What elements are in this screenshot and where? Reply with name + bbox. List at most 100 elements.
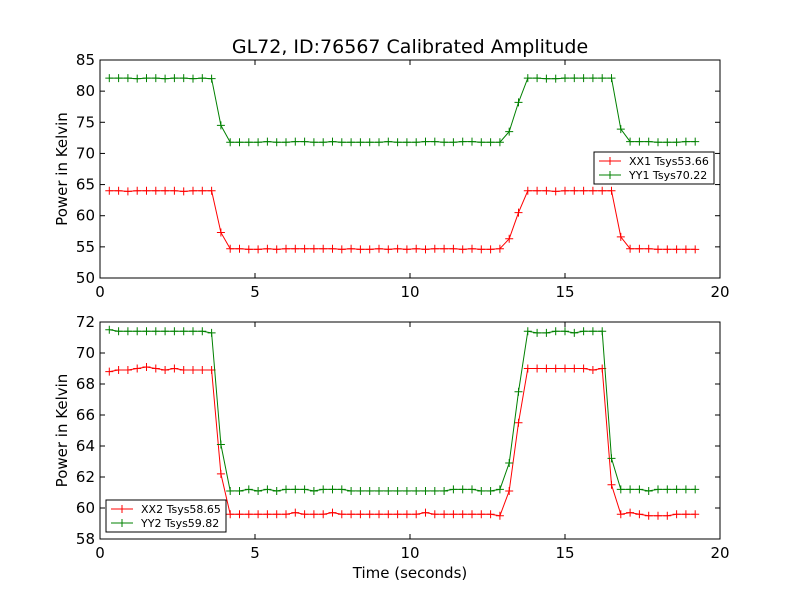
data-point bbox=[514, 418, 523, 427]
data-point bbox=[328, 485, 337, 494]
data-point bbox=[672, 138, 681, 147]
data-point bbox=[635, 244, 644, 253]
data-point bbox=[402, 138, 411, 147]
legend-marker bbox=[606, 157, 614, 165]
y-tick-label: 64 bbox=[76, 437, 95, 455]
subplot-1: 0 5 10 15 20 50 55 60 65 70 75 80 85 Power in Kelvin X… bbox=[53, 51, 730, 301]
y-axis-label: Power in Kelvin bbox=[53, 374, 71, 488]
data-point bbox=[319, 138, 328, 147]
data-point bbox=[551, 327, 560, 336]
data-point bbox=[607, 74, 616, 83]
data-point bbox=[272, 245, 281, 254]
data-point bbox=[681, 137, 690, 146]
data-point bbox=[477, 245, 486, 254]
data-point bbox=[356, 486, 365, 495]
data-point bbox=[449, 138, 458, 147]
data-point bbox=[458, 510, 467, 519]
data-point bbox=[347, 138, 356, 147]
data-point bbox=[198, 366, 207, 375]
data-point bbox=[533, 186, 542, 195]
y-tick-label: 70 bbox=[76, 344, 95, 362]
data-point bbox=[170, 327, 179, 336]
data-point bbox=[402, 486, 411, 495]
data-point bbox=[328, 137, 337, 146]
data-point bbox=[319, 510, 328, 519]
data-point bbox=[691, 245, 700, 254]
data-point bbox=[579, 74, 588, 83]
data-point bbox=[468, 485, 476, 494]
data-point bbox=[263, 244, 272, 253]
data-point bbox=[495, 485, 504, 494]
data-point bbox=[691, 510, 700, 519]
data-point bbox=[644, 137, 653, 146]
data-point bbox=[626, 485, 635, 494]
data-point bbox=[626, 508, 635, 517]
data-point bbox=[449, 244, 458, 253]
data-point bbox=[607, 454, 616, 463]
data-point bbox=[105, 186, 114, 195]
data-point bbox=[272, 138, 281, 147]
data-point bbox=[300, 485, 309, 494]
data-point bbox=[282, 510, 290, 519]
data-point bbox=[235, 138, 244, 147]
x-tick-label: 15 bbox=[555, 544, 574, 562]
data-point bbox=[654, 138, 662, 147]
data-point bbox=[105, 325, 114, 334]
data-point bbox=[375, 244, 383, 253]
data-point bbox=[570, 364, 579, 373]
data-point bbox=[663, 245, 672, 254]
y-tick-label: 60 bbox=[76, 499, 95, 517]
data-point bbox=[542, 364, 551, 373]
data-point bbox=[319, 244, 328, 253]
data-point bbox=[616, 510, 625, 519]
data-point bbox=[105, 74, 114, 83]
series-line bbox=[109, 190, 696, 250]
data-point bbox=[514, 98, 523, 107]
data-point bbox=[291, 485, 300, 494]
data-point bbox=[430, 137, 439, 146]
data-point bbox=[133, 364, 142, 373]
data-point bbox=[142, 74, 151, 83]
series-line bbox=[109, 366, 696, 517]
data-point bbox=[254, 138, 263, 147]
data-point bbox=[114, 74, 123, 83]
data-point bbox=[384, 137, 393, 146]
y-tick-label: 72 bbox=[76, 313, 95, 331]
series-1-2 bbox=[105, 74, 700, 147]
x-tick-label: 20 bbox=[710, 283, 729, 301]
data-point bbox=[170, 364, 179, 373]
data-point bbox=[626, 244, 635, 253]
data-point bbox=[598, 186, 607, 195]
data-point bbox=[561, 186, 569, 195]
data-point bbox=[607, 186, 616, 195]
data-point bbox=[430, 244, 439, 253]
data-point bbox=[226, 138, 235, 147]
data-point bbox=[477, 138, 486, 147]
data-point bbox=[486, 510, 495, 519]
data-point bbox=[412, 138, 421, 147]
data-point bbox=[309, 244, 318, 253]
x-tick-label: 0 bbox=[95, 544, 105, 562]
data-point bbox=[421, 245, 430, 254]
x-tick-label: 15 bbox=[555, 283, 574, 301]
data-point bbox=[430, 510, 439, 519]
data-point bbox=[365, 138, 374, 147]
y-axis-label: Power in Kelvin bbox=[53, 112, 71, 226]
data-point bbox=[198, 74, 207, 83]
data-point bbox=[347, 486, 356, 495]
data-point bbox=[644, 486, 653, 495]
x-tick-label: 0 bbox=[95, 283, 105, 301]
data-point bbox=[356, 510, 365, 519]
x-tick-label: 5 bbox=[250, 283, 260, 301]
data-point bbox=[440, 138, 449, 147]
data-point bbox=[244, 138, 253, 147]
data-point bbox=[244, 510, 253, 519]
data-point bbox=[142, 186, 151, 195]
data-point bbox=[384, 486, 393, 495]
data-point bbox=[681, 245, 690, 254]
figure-title: GL72, ID:76567 Calibrated Amplitude bbox=[232, 36, 588, 58]
data-point bbox=[300, 510, 309, 519]
data-point bbox=[514, 387, 523, 396]
